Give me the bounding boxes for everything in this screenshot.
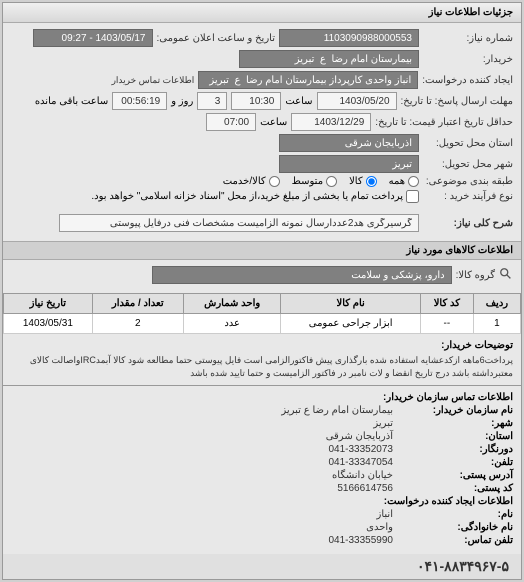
- col-row: ردیف: [473, 294, 520, 314]
- search-icon[interactable]: [499, 267, 513, 284]
- request-number-label: شماره نیاز:: [423, 33, 513, 44]
- buyer-contact-link[interactable]: اطلاعات تماس خریدار: [112, 75, 195, 86]
- table-row[interactable]: 1 -- ابزار جراحی عمومی عدد 2 1403/05/31: [4, 314, 521, 334]
- table-header-row: ردیف کد کالا نام کالا واحد شمارش تعداد /…: [4, 294, 521, 314]
- notes-label: توضیحات خریدار:: [11, 340, 513, 351]
- request-number-input[interactable]: [279, 29, 419, 47]
- goods-group-input[interactable]: [152, 266, 452, 284]
- panel-title: جزئیات اطلاعات نیاز: [3, 3, 521, 23]
- requester-info-title: اطلاعات ایجاد کننده درخواست:: [384, 496, 513, 507]
- lastname-value: واحدی: [366, 522, 393, 533]
- goods-group-section: گروه کالا:: [3, 260, 521, 293]
- remaining-time-input: [112, 92, 167, 110]
- org-value: بیمارستان امام رضا ع تبریز: [281, 405, 393, 416]
- fax-label: دورنگار:: [393, 444, 513, 455]
- description-label: شرح کلی نیاز:: [423, 218, 513, 229]
- cell-code: --: [420, 314, 473, 334]
- postal-code-label: کد پستی:: [393, 483, 513, 494]
- cell-qty: 2: [92, 314, 183, 334]
- purchase-type-label: نوع فرآیند خرید :: [423, 191, 513, 202]
- col-qty: تعداد / مقدار: [92, 294, 183, 314]
- city-input[interactable]: [279, 155, 419, 173]
- radio-midterm[interactable]: متوسط: [292, 176, 337, 187]
- row-city: شهر محل تحویل:: [11, 155, 513, 173]
- deadline-time-input[interactable]: [206, 113, 256, 131]
- cell-name: ابزار جراحی عمومی: [281, 314, 420, 334]
- goods-section-title: اطلاعات کالاهای مورد نیاز: [3, 241, 521, 260]
- radio-all[interactable]: همه: [389, 176, 419, 187]
- description-input[interactable]: [59, 214, 419, 232]
- row-buyer: خریدار:: [11, 50, 513, 68]
- buyer-label: خریدار:: [423, 54, 513, 65]
- col-unit: واحد شمارش: [183, 294, 281, 314]
- row-announce-type: طبقه بندی موضوعی: همه کالا متوسط کالا/خد…: [11, 176, 513, 187]
- radio-goods[interactable]: کالا: [349, 176, 377, 187]
- phone-value: 041-33347054: [328, 457, 393, 468]
- contact-phone-label: تلفن تماس:: [393, 535, 513, 546]
- goods-group-label: گروه کالا:: [456, 270, 495, 281]
- time-label-2: ساعت: [260, 117, 287, 128]
- cell-row: 1: [473, 314, 520, 334]
- contact-province-label: استان:: [393, 431, 513, 442]
- contact-section-title: اطلاعات تماس سازمان خریدار:: [383, 392, 513, 403]
- fax-value: 041-33352073: [328, 444, 393, 455]
- goods-table: ردیف کد کالا نام کالا واحد شمارش تعداد /…: [3, 293, 521, 334]
- response-deadline-label: مهلت ارسال پاسخ: تا تاریخ:: [401, 96, 513, 107]
- row-requester: ایجاد کننده درخواست: اطلاعات تماس خریدار: [11, 71, 513, 89]
- announce-type-label: طبقه بندی موضوعی:: [423, 176, 513, 187]
- lastname-label: نام خانوادگی:: [393, 522, 513, 533]
- cell-unit: عدد: [183, 314, 281, 334]
- name-value: انباز: [377, 509, 393, 520]
- postal-code-value: 5166614756: [337, 483, 393, 494]
- response-date-input[interactable]: [317, 92, 397, 110]
- contact-section: اطلاعات تماس سازمان خریدار: نام سازمان خ…: [3, 386, 521, 554]
- public-announce-input[interactable]: [33, 29, 153, 47]
- deadline-at-label: حداقل تاریخ اعتبار قیمت: تا تاریخ:: [375, 117, 513, 128]
- goods-table-container: ردیف کد کالا نام کالا واحد شمارش تعداد /…: [3, 293, 521, 334]
- contact-phone-value: 041-33355990: [328, 535, 393, 546]
- time-label-1: ساعت: [285, 96, 312, 107]
- requester-input[interactable]: [198, 71, 418, 89]
- name-label: نام:: [393, 509, 513, 520]
- row-province: استان محل تحویل:: [11, 134, 513, 152]
- contact-province-value: آذربایجان شرقی: [326, 431, 393, 442]
- notes-section: توضیحات خریدار: پرداخت6ماهه ازکدعشایه اس…: [3, 334, 521, 385]
- row-purchase-type: نوع فرآیند خرید : پرداخت تمام یا بخشی از…: [11, 190, 513, 203]
- remaining-days-input: [197, 92, 227, 110]
- response-time-input[interactable]: [231, 92, 281, 110]
- form-section: شماره نیاز: تاریخ و ساعت اعلان عمومی: خر…: [3, 23, 521, 241]
- postal-address-label: آدرس پستی:: [393, 470, 513, 481]
- announce-type-radios: همه کالا متوسط کالا/خدمت: [223, 176, 419, 187]
- purchase-checkbox[interactable]: پرداخت تمام یا بخشی از مبلغ خرید،از محل …: [91, 190, 419, 203]
- city-label: شهر محل تحویل:: [423, 159, 513, 170]
- org-label: نام سازمان خریدار:: [393, 405, 513, 416]
- row-description: شرح کلی نیاز:: [11, 214, 513, 232]
- phone-label: تلفن:: [393, 457, 513, 468]
- row-deadline-at: حداقل تاریخ اعتبار قیمت: تا تاریخ: ساعت: [11, 113, 513, 131]
- notes-text: پرداخت6ماهه ازکدعشایه استفاده شده بارگذا…: [11, 354, 513, 379]
- requester-label: ایجاد کننده درخواست:: [422, 75, 513, 86]
- radio-service[interactable]: کالا/خدمت: [223, 176, 280, 187]
- row-response-deadline: مهلت ارسال پاسخ: تا تاریخ: ساعت روز و سا…: [11, 92, 513, 110]
- postal-address-value: خیابان دانشگاه: [332, 470, 393, 481]
- row-request-number: شماره نیاز: تاریخ و ساعت اعلان عمومی:: [11, 29, 513, 47]
- col-code: کد کالا: [420, 294, 473, 314]
- col-date: تاریخ نیاز: [4, 294, 93, 314]
- contact-city-label: شهر:: [393, 418, 513, 429]
- footer-phone: ۰۴۱-۸۸۳۴۹۶۷-۵: [3, 554, 521, 579]
- province-input[interactable]: [279, 134, 419, 152]
- remaining-label-2: ساعت باقی مانده: [35, 96, 108, 107]
- deadline-date-input[interactable]: [291, 113, 371, 131]
- contact-city-value: تبریز: [373, 418, 393, 429]
- province-label: استان محل تحویل:: [423, 138, 513, 149]
- public-announce-label: تاریخ و ساعت اعلان عمومی:: [157, 33, 276, 44]
- remaining-label-1: روز و: [171, 96, 193, 107]
- details-panel: جزئیات اطلاعات نیاز شماره نیاز: تاریخ و …: [2, 2, 522, 580]
- col-name: نام کالا: [281, 294, 420, 314]
- buyer-input[interactable]: [239, 50, 419, 68]
- row-goods-group: گروه کالا:: [11, 266, 513, 284]
- cell-date: 1403/05/31: [4, 314, 93, 334]
